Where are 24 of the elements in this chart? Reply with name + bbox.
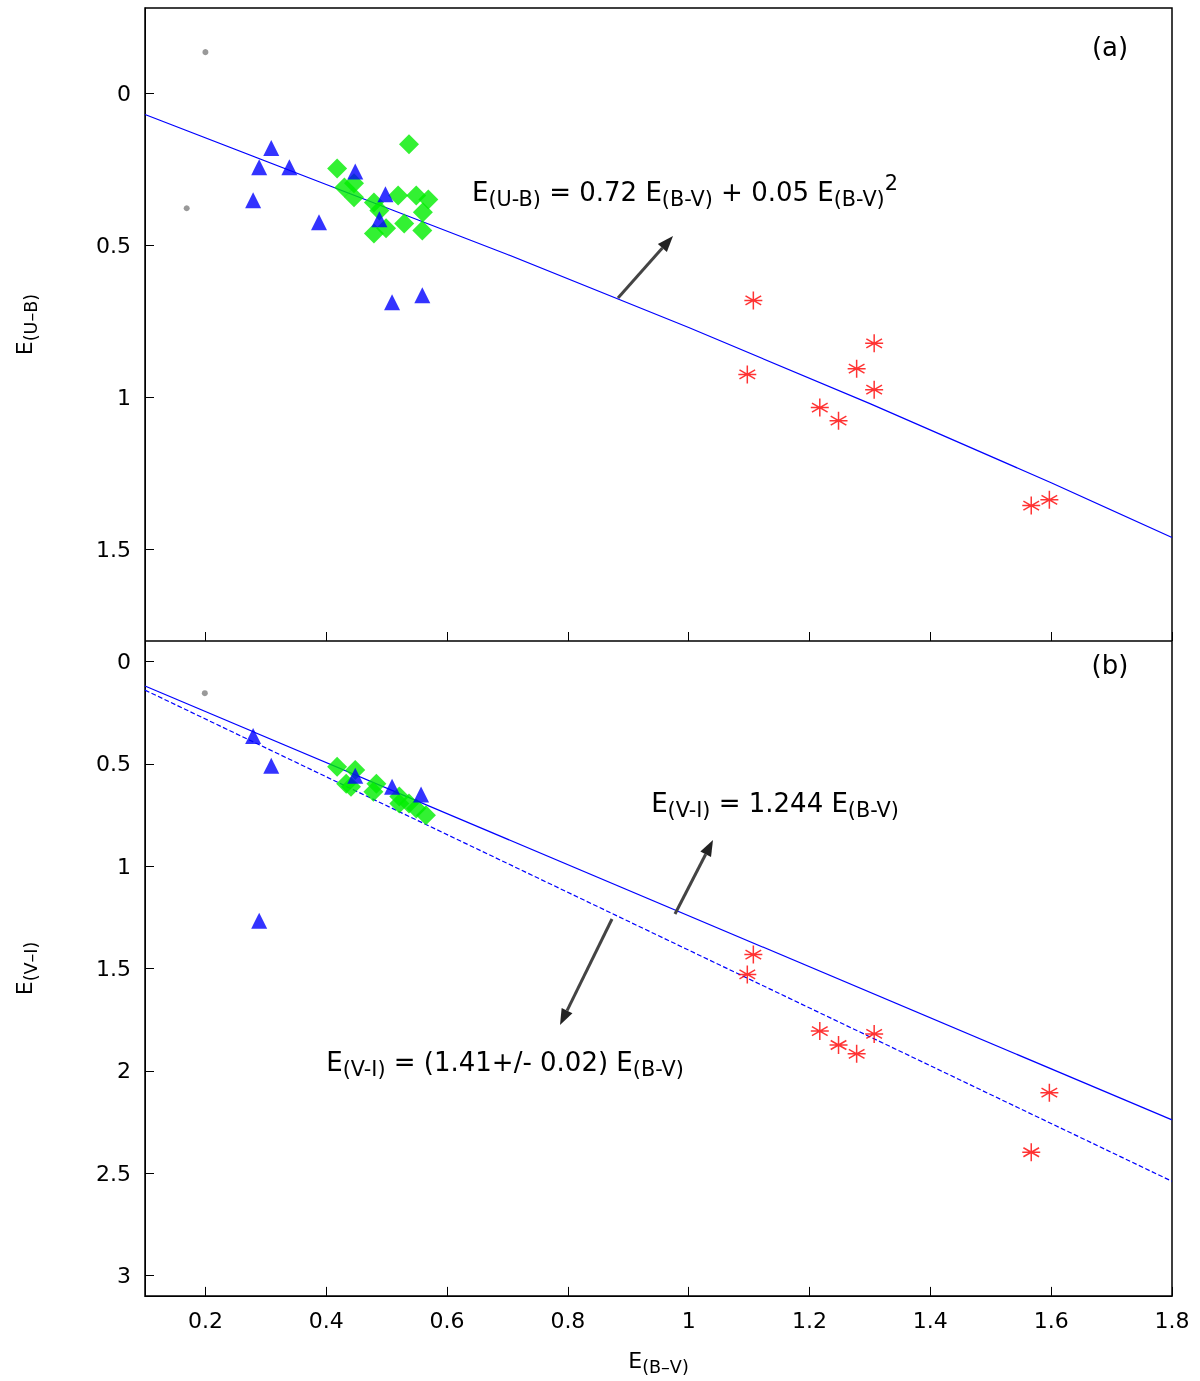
- x-tick-label: 0.2: [187, 1308, 223, 1334]
- y-tick-label: 0: [117, 648, 131, 674]
- annotation: (a): [1091, 32, 1129, 62]
- y-tick-label: 1.5: [96, 955, 131, 981]
- x-tick-label: 0.8: [550, 1308, 586, 1334]
- x-tick-label: 1.2: [792, 1308, 828, 1334]
- annotation: (b): [1091, 650, 1129, 680]
- y-tick-label: 0: [117, 80, 131, 106]
- y-tick-label: 1.5: [96, 537, 131, 563]
- x-tick-label: 1: [681, 1308, 696, 1334]
- y-tick-label: 3: [117, 1262, 131, 1288]
- y-axis-title: E(V–I): [12, 941, 41, 996]
- y-tick-label: 0.5: [96, 751, 131, 777]
- x-tick-label: 1.8: [1154, 1308, 1190, 1334]
- x-tick-label: 0.4: [308, 1308, 344, 1334]
- x-tick-label: 0.6: [429, 1308, 465, 1334]
- y-tick-label: 0.5: [96, 232, 131, 258]
- y-tick-label: 1: [117, 385, 131, 411]
- y-tick-label: 2: [117, 1058, 131, 1084]
- x-tick-label: 1.4: [912, 1308, 948, 1334]
- y-axis-title: E(U–B): [12, 293, 41, 356]
- y-tick-label: 2.5: [96, 1160, 131, 1186]
- y-tick-label: 1: [117, 853, 131, 879]
- x-tick-label: 1.6: [1033, 1308, 1069, 1334]
